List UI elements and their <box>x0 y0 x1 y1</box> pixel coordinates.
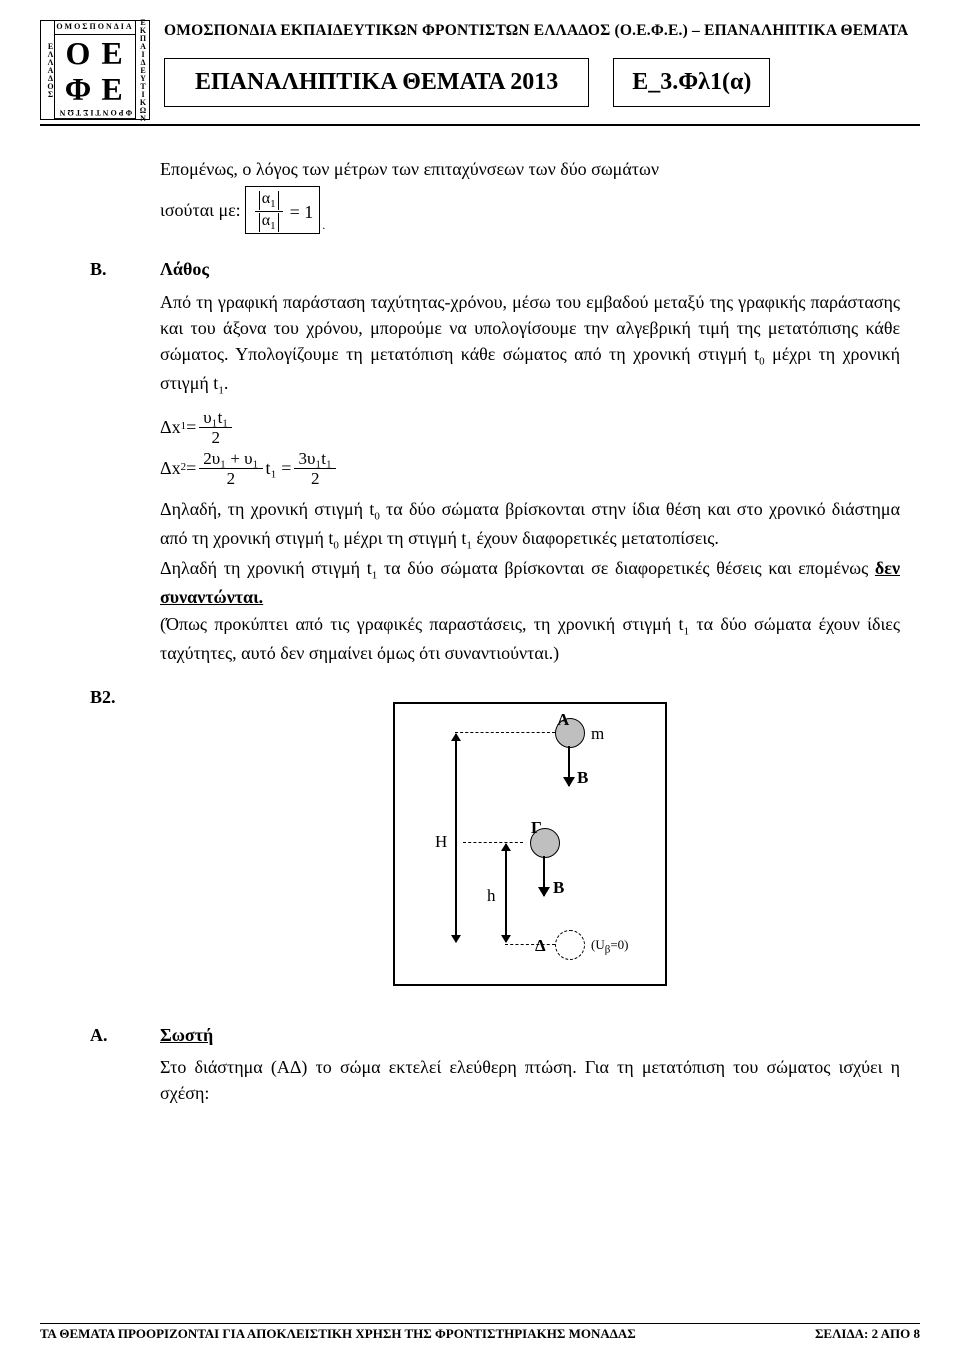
ratio-equals: = 1 <box>290 199 314 225</box>
b-para4a: (Όπως προκύπτει από τις γραφικές παραστά… <box>160 614 684 634</box>
b2-text: Α m Β H Γ h Β Δ (Uβ=0) <box>160 684 900 1016</box>
fig-ub-1: (U <box>591 937 605 952</box>
fig-label-d: Δ <box>535 934 546 959</box>
fig-label-H: H <box>435 830 447 855</box>
eq-dx1: Δx1 = υ₁t₁ 2 <box>160 408 900 447</box>
dx1-frac: υ₁t₁ 2 <box>199 408 232 447</box>
fig-ball-d <box>555 930 585 960</box>
a-text: Σωστή Στο διάστημα (ΑΔ) το σώμα εκτελεί … <box>160 1022 900 1106</box>
fig-dashed-d <box>505 944 555 945</box>
a-heading: Σωστή <box>160 1022 900 1048</box>
dx2-num1: 2υ₁ + υ₁ <box>199 449 262 468</box>
a-para: Στο διάστημα (ΑΔ) το σώμα εκτελεί ελεύθε… <box>160 1054 900 1106</box>
org-line: ΟΜΟΣΠΟΝΔΙΑ ΕΚΠΑΙΔΕΥΤΙΚΩΝ ΦΡΟΝΤΙΣΤΩΝ ΕΛΛΑ… <box>164 22 920 40</box>
ratio-den-sub: 1 <box>270 220 276 232</box>
label-b2: Β2. <box>90 684 160 710</box>
b-para4: (Όπως προκύπτει από τις γραφικές παραστά… <box>160 611 900 667</box>
dx2-num2: 3υ₁t₁ <box>294 449 336 468</box>
b-para3a: Δηλαδή τη χρονική στιγμή t <box>160 558 372 578</box>
ratio-frac: α1 α1 <box>255 190 283 233</box>
fig-dashed-g <box>463 842 523 843</box>
figure: Α m Β H Γ h Β Δ (Uβ=0) <box>393 702 667 986</box>
b-para1-end: . <box>224 373 229 393</box>
fig-label-ub: (Uβ=0) <box>591 936 629 959</box>
logo-center: ΟΜΟΣΠΟΝΔΙΑ Ο Ε Φ Ε ΦΡΟΝΤΙΣΤΩΝ <box>55 21 135 119</box>
title-box: ΕΠΑΝΑΛΗΠΤΙΚΑ ΘΕΜΑΤΑ 2013 <box>164 58 589 107</box>
label-a: Α. <box>90 1022 160 1048</box>
b-text: Λάθος Από τη γραφική παράσταση ταχύτητας… <box>160 256 900 666</box>
section-a: Α. Σωστή Στο διάστημα (ΑΔ) το σώμα εκτελ… <box>40 1022 920 1106</box>
b-para3: Δηλαδή τη χρονική στιγμή t1 τα δύο σώματ… <box>160 555 900 611</box>
ratio-den: α <box>262 212 270 229</box>
fig-label-b2: Β <box>553 876 564 901</box>
b-para2d: έχουν διαφορετικές μετατοπίσεις. <box>472 528 719 548</box>
header: ΕΛΛΑΔΟΣ ΟΜΟΣΠΟΝΔΙΑ Ο Ε Φ Ε ΦΡΟΝΤΙΣΤΩΝ ΕΚ… <box>40 20 920 126</box>
header-right: ΟΜΟΣΠΟΝΔΙΑ ΕΚΠΑΙΔΕΥΤΙΚΩΝ ΦΡΟΝΤΙΣΤΩΝ ΕΛΛΑ… <box>164 20 920 107</box>
label-b: Β. <box>90 256 160 282</box>
logo-letters: Ο Ε Φ Ε <box>61 35 129 107</box>
footer-left: ΤΑ ΘΕΜΑΤΑ ΠΡΟΟΡΙΖΟΝΤΑΙ ΓΙΑ ΑΠΟΚΛΕΙΣΤΙΚΗ … <box>40 1326 636 1342</box>
content: Επομένως, ο λόγος των μέτρων των επιταχύ… <box>40 156 920 1106</box>
footer: ΤΑ ΘΕΜΑΤΑ ΠΡΟΟΡΙΖΟΝΤΑΙ ΓΙΑ ΑΠΟΚΛΕΙΣΤΙΚΗ … <box>40 1323 920 1342</box>
logo-cell-oe1: Ο <box>61 35 95 71</box>
dx1-eq: = <box>186 414 196 440</box>
eq-block: Δx1 = υ₁t₁ 2 Δx 2 = 2υ₁ + υ₁ <box>160 408 900 488</box>
figure-wrap: Α m Β H Γ h Β Δ (Uβ=0) <box>160 702 900 986</box>
b-para2c: μέχρι τη στιγμή t <box>339 528 466 548</box>
dx2-frac2: 3υ₁t₁ 2 <box>294 449 336 488</box>
logo-right-band: ΕΚΠΑΙΔΕΥΤΙΚΩΝ <box>135 21 149 119</box>
intro-line1: Επομένως, ο λόγος των μέτρων των επιταχύ… <box>160 156 900 182</box>
intro-dot: . <box>322 217 325 234</box>
logo-bot-band: ΦΡΟΝΤΙΣΤΩΝ <box>55 107 135 119</box>
dx2-eq1: = <box>186 455 196 481</box>
logo-cell-fe1: Φ <box>61 71 95 107</box>
eq-dx2: Δx 2 = 2υ₁ + υ₁ 2 t₁ = 3υ₁t₁ 2 <box>160 449 900 488</box>
dx2-den2: 2 <box>307 469 324 488</box>
fig-label-h: h <box>487 884 496 909</box>
ratio-num: α <box>262 190 270 207</box>
dx2-lhs: Δx <box>160 455 181 481</box>
dx1-den: 2 <box>207 428 224 447</box>
fig-label-a: Α <box>557 708 569 733</box>
dx2-den1: 2 <box>223 469 240 488</box>
title-row: ΕΠΑΝΑΛΗΠΤΙΚΑ ΘΕΜΑΤΑ 2013 Ε_3.Φλ1(α) <box>164 58 920 107</box>
fig-label-g: Γ <box>531 816 542 841</box>
fig-arrow-h <box>455 734 457 942</box>
fig-force-a <box>568 746 570 786</box>
ratio-frame: α1 α1 = 1 <box>245 186 321 234</box>
section-b: Β. Λάθος Από τη γραφική παράσταση ταχύτη… <box>40 256 920 666</box>
dx1-num: υ₁t₁ <box>199 408 232 427</box>
code-box: Ε_3.Φλ1(α) <box>613 58 770 107</box>
b-para2a: Δηλαδή, τη χρονική στιγμή t <box>160 499 374 519</box>
fig-ub-2: =0) <box>610 937 628 952</box>
fig-force-g <box>543 856 545 896</box>
page: ΕΛΛΑΔΟΣ ΟΜΟΣΠΟΝΔΙΑ Ο Ε Φ Ε ΦΡΟΝΤΙΣΤΩΝ ΕΚ… <box>0 0 960 1358</box>
fig-label-b1: Β <box>577 766 588 791</box>
dx2-mid: t₁ = <box>266 455 292 481</box>
section-b2: Β2. <box>40 684 920 1016</box>
logo-top-band: ΟΜΟΣΠΟΝΔΙΑ <box>55 21 135 35</box>
logo-cell-fe2: Ε <box>95 71 129 107</box>
dx2-frac1: 2υ₁ + υ₁ 2 <box>199 449 262 488</box>
logo-cell-oe2: Ε <box>95 35 129 71</box>
fig-label-m: m <box>591 722 604 747</box>
b-para1: Από τη γραφική παράσταση ταχύτητας-χρόνο… <box>160 289 900 400</box>
dx1-lhs: Δx <box>160 414 181 440</box>
intro-eq-line: ισούται με: α1 α1 = 1 . <box>160 186 900 234</box>
intro-line2: ισούται με: <box>160 197 241 223</box>
fig-dashed-a <box>455 732 555 733</box>
ratio-num-sub: 1 <box>270 198 276 210</box>
fig-arrow-h2 <box>505 844 507 942</box>
b-para2: Δηλαδή, τη χρονική στιγμή t0 τα δύο σώμα… <box>160 496 900 555</box>
logo-left-band: ΕΛΛΑΔΟΣ <box>41 21 55 119</box>
b-heading: Λάθος <box>160 256 900 282</box>
footer-right: ΣΕΛΙΔΑ: 2 ΑΠΟ 8 <box>815 1326 920 1342</box>
logo: ΕΛΛΑΔΟΣ ΟΜΟΣΠΟΝΔΙΑ Ο Ε Φ Ε ΦΡΟΝΤΙΣΤΩΝ ΕΚ… <box>40 20 150 120</box>
b-para3b: τα δύο σώματα βρίσκονται σε διαφορετικές… <box>377 558 875 578</box>
intro-block: Επομένως, ο λόγος των μέτρων των επιταχύ… <box>160 156 900 234</box>
